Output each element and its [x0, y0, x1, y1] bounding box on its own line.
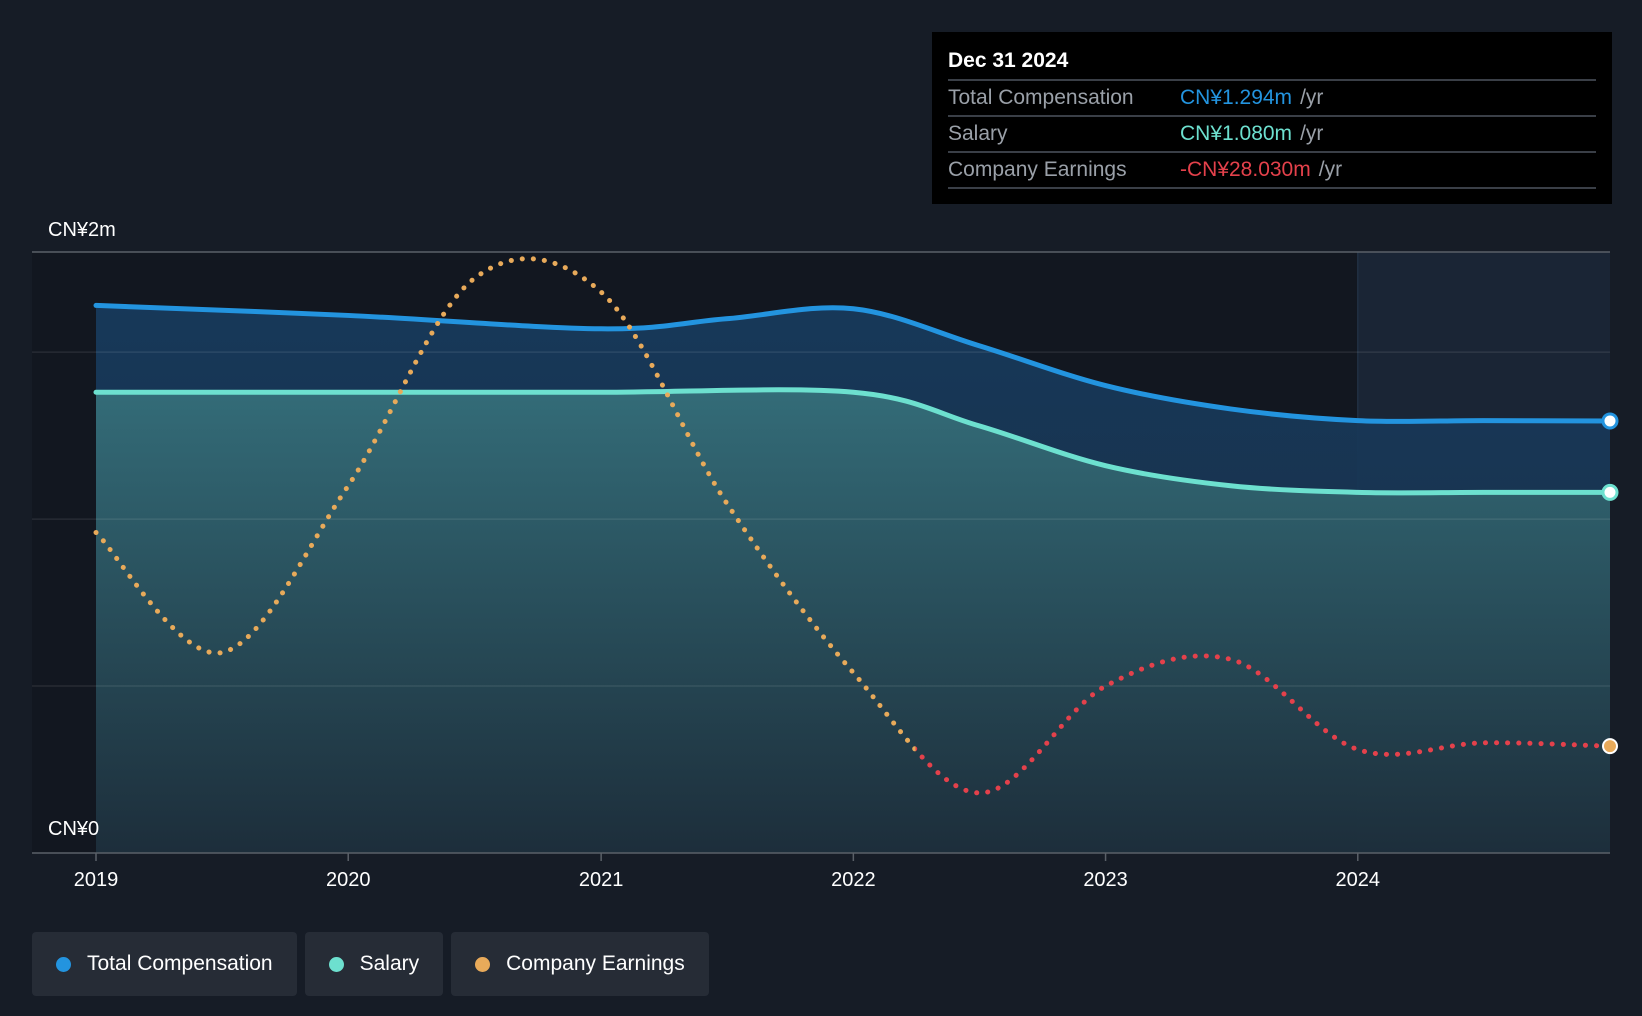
tooltip-unit: /yr	[1300, 122, 1324, 145]
tooltip-value: CN¥1.080m	[1180, 122, 1293, 145]
tooltip-row-salary: Salary CN¥1.080m /yr	[948, 115, 1596, 151]
y-tick-label: CN¥0	[48, 818, 99, 840]
legend-item-total-compensation[interactable]: Total Compensation	[32, 932, 297, 996]
tooltip-unit: /yr	[1318, 158, 1343, 181]
tooltip-row-company-earnings: Company Earnings -CN¥28.030m /yr	[948, 151, 1596, 189]
legend: Total Compensation Salary Company Earnin…	[32, 932, 709, 996]
x-tick-label: 2021	[579, 869, 624, 891]
tooltip-label: Total Compensation	[948, 86, 1134, 109]
tooltip-label: Salary	[948, 122, 1008, 145]
legend-label: Salary	[359, 952, 420, 975]
tooltip-value: -CN¥28.030m	[1180, 158, 1311, 181]
y-tick-label: CN¥2m	[48, 219, 116, 241]
total-compensation-point	[1601, 412, 1619, 430]
x-tick-label: 2023	[1083, 869, 1128, 891]
legend-label: Company Earnings	[506, 952, 685, 975]
tooltip-panel: Dec 31 2024 Total Compensation CN¥1.294m…	[932, 32, 1612, 204]
tooltip-label: Company Earnings	[948, 158, 1127, 181]
company-earnings-point	[1602, 738, 1618, 755]
x-tick-label: 2022	[831, 869, 876, 891]
salary-point	[1601, 483, 1619, 501]
legend-item-company-earnings[interactable]: Company Earnings	[451, 932, 709, 996]
legend-item-salary[interactable]: Salary	[304, 932, 444, 996]
salary-line	[93, 387, 1613, 496]
tooltip-row-total-compensation: Total Compensation CN¥1.294m /yr	[948, 79, 1596, 115]
tooltip-date: Dec 31 2024	[948, 49, 1069, 72]
tooltip-unit: /yr	[1300, 86, 1324, 109]
x-tick-label: 2024	[1336, 869, 1381, 891]
salary-area	[96, 389, 1610, 853]
legend-dot-icon	[56, 956, 71, 972]
x-tick-label: 2019	[74, 869, 119, 891]
legend-dot-icon	[328, 956, 344, 972]
x-tick-label: 2020	[326, 869, 371, 891]
legend-label: Total Compensation	[87, 952, 273, 975]
total-compensation-line	[93, 302, 1613, 424]
tooltip-value: CN¥1.294m	[1180, 86, 1293, 109]
legend-dot-icon	[475, 956, 491, 972]
